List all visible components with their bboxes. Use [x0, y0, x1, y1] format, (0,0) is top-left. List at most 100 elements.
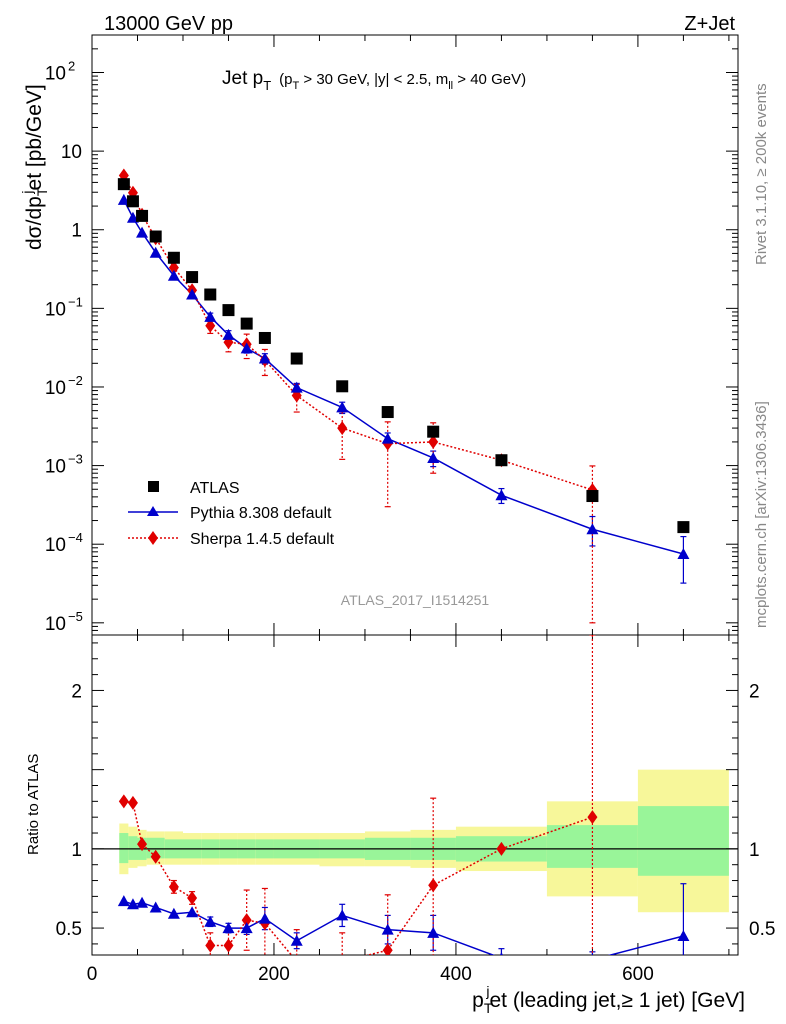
plot-title-cuts-a: (p [279, 71, 292, 88]
pythia-point [586, 523, 599, 535]
ratio-pythia-point [204, 915, 217, 927]
data-marks [117, 168, 690, 955]
plot-title: Jet pT (pT > 30 GeV, |y| < 2.5, mll > 40 … [222, 68, 526, 93]
ratio-sherpa-line [123, 800, 593, 955]
ratio-tick-label: 0.5 [56, 919, 82, 940]
plot-title-main: Jet p [222, 68, 263, 89]
ratio-sherpa-point [587, 810, 598, 825]
atlas-point [149, 230, 162, 243]
atlas-point [290, 352, 303, 365]
x-tick-label: 400 [440, 964, 472, 985]
atlas-point [677, 521, 690, 534]
ratio-pythia-point [258, 912, 271, 924]
y-tick-label: 10 [45, 614, 66, 635]
ratio-sherpa-point [205, 938, 216, 953]
ratio-sherpa-point [118, 794, 129, 809]
y-tick-label: 10 [45, 299, 66, 320]
ratio-pythia-point [427, 926, 440, 938]
x-tick-label: 600 [622, 964, 654, 985]
ratio-pythia-point [136, 896, 149, 908]
ratio-sherpa-point [150, 849, 161, 864]
sherpa-point [205, 318, 216, 333]
pythia-point [167, 269, 180, 281]
y-tick-exponent: −5 [68, 609, 83, 624]
ratio-sherpa-point [241, 913, 252, 928]
x-axis-label: pTjet (leading jet,≥ 1 jet) [GeV] [472, 983, 745, 1016]
x-tick-label: 200 [258, 964, 290, 985]
legend-atlas-label: ATLAS [190, 480, 240, 497]
ratio-pythia-point [126, 898, 139, 910]
y-axis-label-a: dσ/dp [23, 196, 46, 250]
x-axis-label-b: et (leading jet,≥ 1 jet) [GeV] [490, 989, 746, 1012]
ratio-band-inner [119, 833, 129, 864]
sherpa-point [168, 260, 179, 275]
ratio-tick-label-right: 2 [749, 681, 760, 702]
ratio-sherpa-point [296, 954, 298, 955]
y-tick-exponent: −4 [68, 530, 83, 545]
y-tick-label: 10 [45, 535, 66, 556]
plot-title-cuts-c: > 40 GeV) [453, 71, 526, 88]
ratio-tick-label-right: 0.5 [749, 919, 775, 940]
main-panel-marks [117, 168, 690, 624]
atlas-point [427, 425, 440, 438]
ratio-pythia-point [222, 922, 235, 934]
atlas-point [204, 288, 217, 301]
x-tick-label: 0 [87, 964, 98, 985]
y-tick-exponent: −1 [68, 294, 83, 309]
atlas-point [126, 195, 139, 208]
atlas-point [136, 209, 149, 222]
analysis-id: ATLAS_2017_I1514251 [341, 592, 490, 608]
pythia-point [222, 328, 235, 340]
pythia-point [677, 548, 690, 560]
y-axis-label: dσ/dpTjet [pb/GeV] [19, 84, 50, 250]
plot-title-main-sub: T [263, 78, 271, 93]
ratio-band-inner [128, 836, 138, 860]
y-tick-exponent: −2 [68, 373, 83, 388]
y-tick-label: 10 [45, 64, 66, 85]
pythia-point [186, 288, 199, 300]
pythia-point [126, 211, 139, 223]
ratio-pythia-point [499, 952, 503, 955]
ratio-pythia-point [381, 923, 394, 935]
ratio-pythia-line [123, 900, 684, 955]
header-left: 13000 GeV pp [104, 13, 233, 35]
ratio-tick-label-right: 1 [749, 840, 760, 861]
ratio-sherpa-point [341, 954, 343, 955]
main-frame [91, 34, 739, 636]
pythia-line [123, 199, 684, 555]
ratio-pythia-point [677, 929, 690, 941]
x-axis-label-a-sup: j [485, 983, 489, 999]
atlas-point [336, 380, 349, 393]
ratio-bands [92, 769, 738, 913]
ratio-pythia-point [290, 934, 303, 946]
pythia-point [240, 342, 253, 354]
ratio-sherpa-point [223, 938, 234, 953]
atlas-point [117, 178, 130, 191]
atlas-point [167, 251, 180, 264]
ratio-frame [91, 634, 739, 956]
pythia-point [427, 451, 440, 463]
pythia-point [336, 401, 349, 413]
ratio-pythia-point [591, 953, 594, 955]
rivet-label: Rivet 3.1.10, ≥ 200k events [753, 83, 770, 265]
legend-sherpa-marker [148, 531, 158, 545]
pythia-point [290, 381, 303, 393]
ratio-tick-label: 2 [71, 681, 82, 702]
ratio-pythia-point [167, 907, 180, 919]
atlas-point [222, 304, 235, 317]
ratio-sherpa-point [168, 879, 179, 894]
atlas-point [381, 406, 394, 419]
ratio-sherpa-point [127, 795, 138, 810]
ratio-panel-marks [117, 635, 690, 955]
ratio-tick-label: 1 [71, 840, 82, 861]
sherpa-point [337, 421, 348, 436]
plot-title-cuts-a-sub: T [293, 80, 300, 92]
ratio-axis-label: Ratio to ATLAS [25, 754, 42, 855]
x-axis-label-a: p [472, 989, 484, 1012]
ratio-sherpa-point [137, 837, 148, 852]
atlas-point [258, 331, 271, 344]
atlas-point [495, 454, 508, 467]
pythia-point [117, 193, 130, 205]
y-tick-label: 10 [45, 457, 66, 478]
